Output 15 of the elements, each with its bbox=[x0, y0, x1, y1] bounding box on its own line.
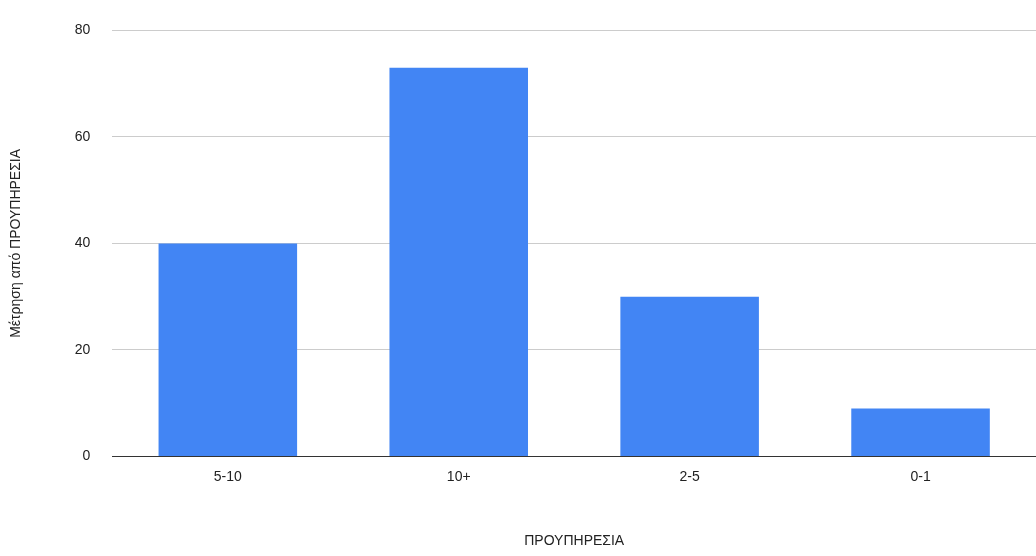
y-axis-title: Μέτρηση από ΠΡΟΥΠΗΡΕΣΙΑ bbox=[7, 148, 24, 338]
x-tick-label: 10+ bbox=[446, 467, 471, 484]
x-tick-label: 0-1 bbox=[910, 467, 931, 484]
bar bbox=[158, 243, 298, 456]
y-tick-label: 20 bbox=[74, 340, 91, 357]
y-tick-label: 0 bbox=[82, 447, 91, 464]
y-tick-label: 80 bbox=[74, 21, 91, 38]
x-tick-label: 2-5 bbox=[679, 467, 700, 484]
bar bbox=[389, 67, 529, 456]
y-tick-label: 60 bbox=[74, 127, 91, 144]
x-tick-label: 5-10 bbox=[213, 467, 243, 484]
y-tick-label: 40 bbox=[74, 234, 91, 251]
x-axis-title: ΠΡΟΥΠΗΡΕΣΙΑ bbox=[524, 532, 625, 549]
bar bbox=[620, 296, 759, 456]
bar bbox=[851, 408, 990, 456]
